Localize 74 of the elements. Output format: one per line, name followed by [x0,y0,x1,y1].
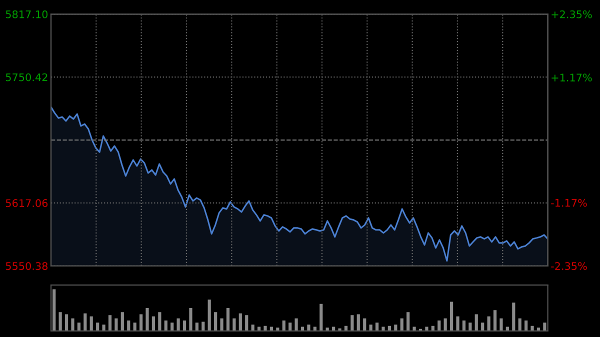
bar [170,322,174,331]
y2-tick-label: +1.17% [552,74,592,82]
bar [444,318,447,331]
bar [543,322,546,331]
bar [158,312,162,331]
bar [450,302,454,331]
bar [500,318,503,331]
bar [456,316,460,331]
bar [133,322,136,331]
bar [512,302,516,331]
bar [530,326,534,331]
bar [208,300,211,331]
bar [350,315,354,331]
bar [481,322,484,331]
bar [226,308,230,331]
bar [127,320,130,331]
bar [176,318,180,331]
bar [58,312,62,331]
bar [524,320,528,331]
bar [152,316,156,331]
bar [288,322,292,331]
bar [52,289,56,331]
y-tick-label: 5817.10 [6,10,48,18]
bar [84,313,87,331]
bar [462,320,466,331]
bar [438,320,441,331]
bar [382,326,385,331]
bar [77,322,80,331]
y-tick-label: 5750.42 [6,73,48,82]
bar [406,312,410,331]
y2-tick-label: -1.17% [551,198,587,207]
bar [164,320,168,331]
bar [264,326,267,331]
bar [294,318,298,331]
bar [412,326,416,331]
bar [251,324,254,331]
y-tick-label: 5617.06 [6,199,48,208]
bar [195,322,198,331]
bar [493,310,497,331]
bar [220,318,224,331]
bar [356,314,360,331]
bar [468,322,472,331]
bar [487,316,490,331]
bar [400,318,404,331]
bar [214,312,218,331]
bar [518,318,522,331]
bar [102,324,106,331]
y-tick-label: 5550.38 [6,262,48,270]
bar [320,304,323,331]
bar [90,316,93,331]
y2-tick-label: +2.35% [552,10,592,18]
bar [64,314,68,331]
bar [108,315,112,331]
bar [232,318,236,331]
bar [394,324,398,331]
bar [375,322,379,331]
bar [363,318,366,331]
y2-tick-label: -2.35% [551,262,587,270]
bar [425,326,428,331]
bar [474,314,478,331]
bar [71,318,74,331]
bar [96,322,100,331]
bar [369,324,372,331]
bar [114,318,118,331]
bar [307,324,310,331]
bar [282,320,286,331]
bar [238,313,242,331]
bar [182,320,186,331]
bar [245,315,248,331]
bar [338,328,342,331]
bar [139,314,143,331]
bar [120,312,124,331]
bar [189,308,192,331]
bar [146,308,149,331]
